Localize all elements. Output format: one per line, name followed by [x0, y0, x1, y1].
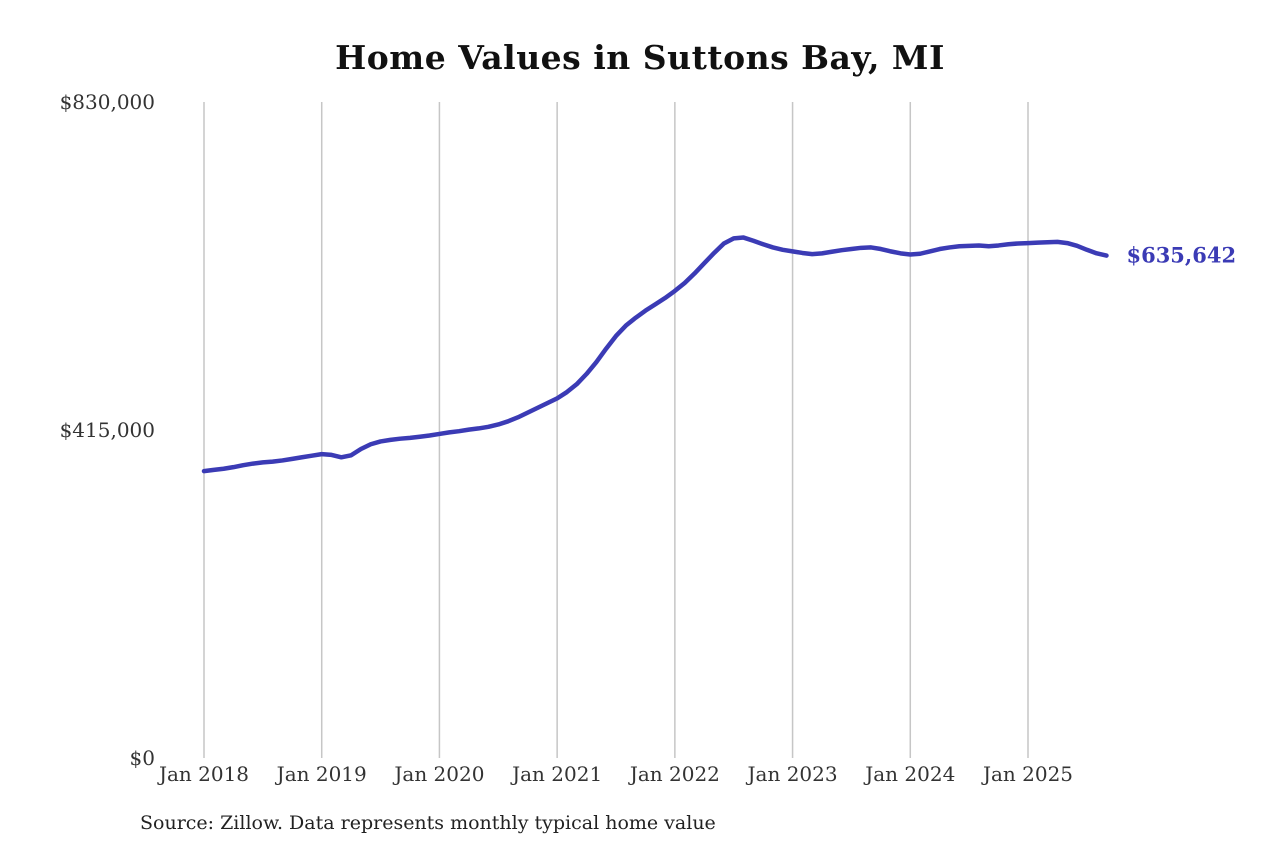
x-axis-label: Jan 2019 [275, 762, 367, 786]
x-axis-label: Jan 2020 [392, 762, 484, 786]
series-line [201, 235, 1109, 474]
x-axis-label: Jan 2024 [863, 762, 955, 786]
x-axis-label: Jan 2025 [981, 762, 1073, 786]
x-axis-label: Jan 2018 [157, 762, 249, 786]
x-axis-label: Jan 2023 [746, 762, 838, 786]
y-axis-label: $0 [130, 746, 155, 770]
source-note: Source: Zillow. Data represents monthly … [140, 812, 716, 834]
x-axis-label: Jan 2022 [628, 762, 720, 786]
x-axis-label: Jan 2021 [510, 762, 602, 786]
current-value-label: $635,642 [1126, 243, 1236, 268]
y-axis-label: $415,000 [60, 418, 155, 442]
chart-title: Home Values in Suttons Bay, MI [335, 38, 945, 77]
y-axis-label: $830,000 [60, 90, 155, 114]
